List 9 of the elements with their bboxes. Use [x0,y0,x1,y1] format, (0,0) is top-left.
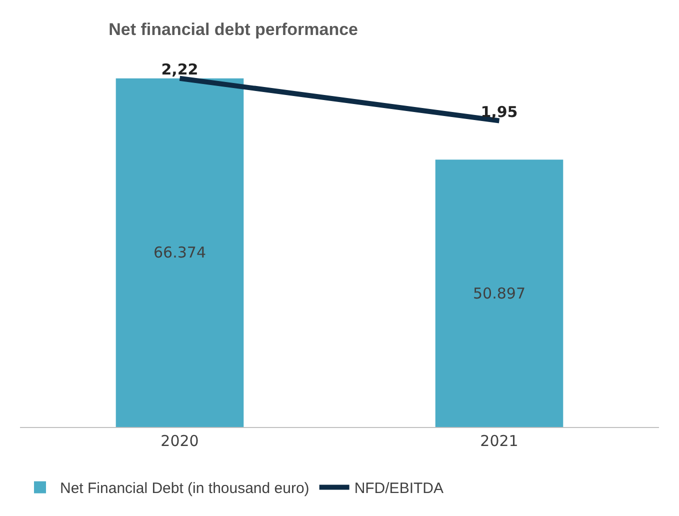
x-tick-label: 2021 [480,432,518,450]
chart-title: Net financial debt performance [108,20,358,40]
legend-label: NFD/EBITDA [354,480,444,498]
data-label: 50.897 [473,284,526,302]
data-label: 1,95 [480,103,518,121]
x-tick-label: 2020 [160,432,199,450]
legend-label: Net Financial Debt (in thousand euro) [60,480,310,498]
data-label: 66.374 [154,244,206,262]
data-label: 2,22 [161,60,198,79]
